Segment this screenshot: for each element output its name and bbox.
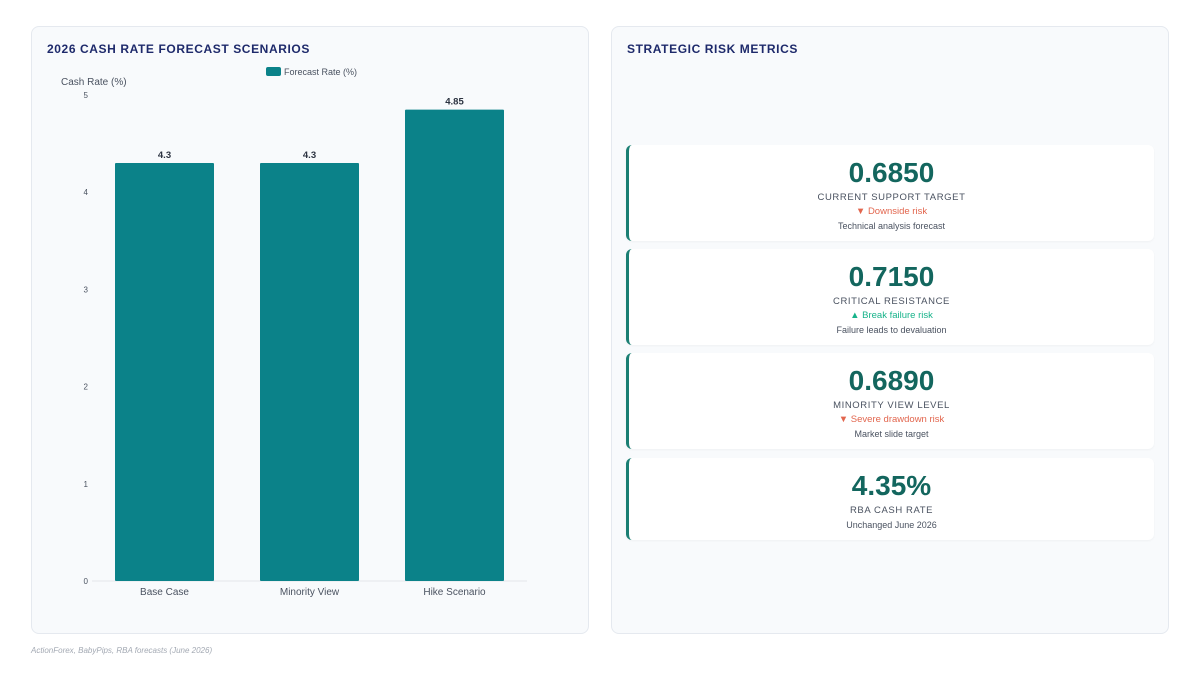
metric-label: RBA CASH RATE (849, 505, 934, 516)
risk-metrics-title: STRATEGIC RISK METRICS (627, 42, 798, 56)
metric-value: 0.7150 (848, 261, 935, 292)
metric-card-resistance: 0.7150 CRITICAL RESISTANCE ▲ Break failu… (626, 249, 1154, 345)
bar (405, 109, 504, 581)
chart-title: 2026 CASH RATE FORECAST SCENARIOS (47, 42, 310, 56)
bar (115, 163, 214, 582)
legend-label: Forecast Rate (%) (284, 67, 357, 77)
metric-value: 0.6890 (848, 365, 935, 396)
source-note: ActionForex, BabyPips, RBA forecasts (Ju… (31, 646, 213, 655)
metric-card-rba: 4.35% RBA CASH RATE Unchanged June 2026 (626, 458, 1154, 540)
metric-note: Technical analysis forecast (837, 221, 946, 231)
metric-label: CURRENT SUPPORT TARGET (817, 192, 966, 203)
metric-trend: ▼ Downside risk (855, 206, 928, 217)
metric-label: CRITICAL RESISTANCE (833, 296, 950, 307)
y-axis-title: Cash Rate (%) (61, 77, 127, 88)
y-tick-label: 3 (84, 285, 89, 294)
legend-swatch (266, 67, 281, 76)
y-tick-label: 4 (84, 188, 89, 197)
metric-value: 4.35% (851, 470, 932, 501)
y-tick-label: 2 (84, 383, 89, 392)
metric-trend: ▲ Break failure risk (850, 310, 933, 321)
bar-chart: Cash Rate (%) 0 1 2 3 4 5 Forecast Rate (%) 4.3 B… (61, 67, 527, 598)
x-tick-label: Hike Scenario (423, 587, 486, 598)
bar (260, 163, 359, 582)
metric-card-minority: 0.6890 MINORITY VIEW LEVEL ▼ Severe draw… (626, 353, 1154, 449)
metric-note: Market slide target (854, 429, 929, 439)
bar-data-label: 4.85 (445, 97, 464, 108)
y-tick-label: 1 (84, 480, 89, 489)
bar-data-label: 4.3 (303, 150, 316, 161)
metric-note: Unchanged June 2026 (846, 520, 937, 530)
y-tick-label: 0 (84, 577, 89, 586)
risk-metrics-panel: STRATEGIC RISK METRICS 0.6850 CURRENT SU… (611, 26, 1169, 634)
chart-panel: 2026 CASH RATE FORECAST SCENARIOS Cash R… (31, 26, 589, 634)
metric-card-support: 0.6850 CURRENT SUPPORT TARGET ▼ Downside… (626, 145, 1154, 241)
bar-data-label: 4.3 (158, 150, 171, 161)
x-tick-label: Minority View (280, 587, 340, 598)
metric-value: 0.6850 (848, 157, 935, 188)
y-tick-label: 5 (84, 91, 89, 100)
metric-trend: ▼ Severe drawdown risk (838, 414, 945, 425)
x-tick-label: Base Case (140, 587, 189, 598)
metric-note: Failure leads to devaluation (836, 325, 947, 335)
metric-label: MINORITY VIEW LEVEL (833, 400, 950, 411)
